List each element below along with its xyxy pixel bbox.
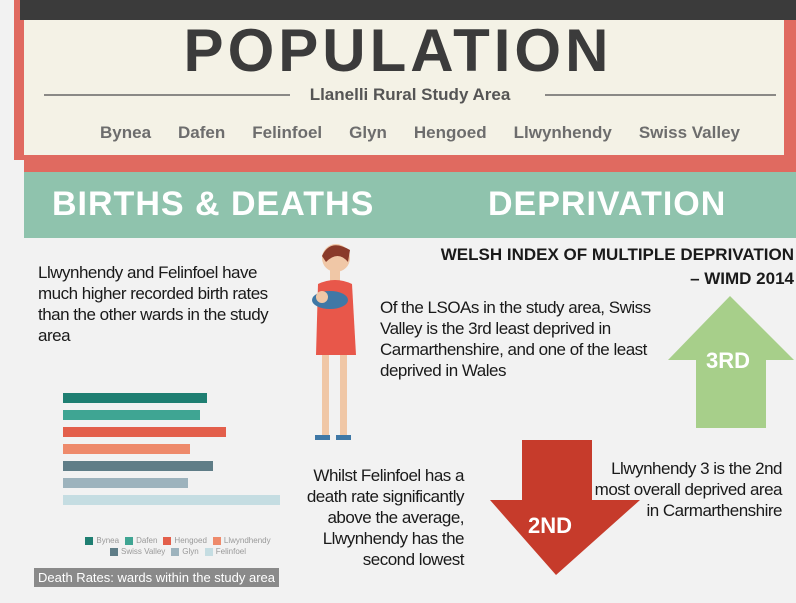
legend-item: Glyn [171, 547, 198, 556]
ward-name: Dafen [178, 123, 225, 143]
legend-label: Hengoed [174, 536, 206, 545]
legend-swatch [85, 537, 93, 545]
ward-name: Glyn [349, 123, 387, 143]
legend-label: Dafen [136, 536, 157, 545]
wimd-heading: WELSH INDEX OF MULTIPLE DEPRIVATION – WI… [370, 243, 794, 291]
legend-item: Dafen [125, 536, 157, 545]
page-title: POPULATION [0, 16, 796, 85]
ward-name: Bynea [100, 123, 151, 143]
deaths-text: Whilst Felinfoel has a death rate signif… [280, 465, 464, 570]
subtitle: Llanelli Rural Study Area [0, 85, 796, 105]
ward-name: Hengoed [414, 123, 487, 143]
legend-item: Felinfoel [205, 547, 246, 556]
swiss-text: Of the LSOAs in the study area, Swiss Va… [380, 297, 670, 381]
legend-swatch [125, 537, 133, 545]
infographic: POPULATION Llanelli Rural Study Area Byn… [0, 0, 796, 603]
legend-swatch [213, 537, 221, 545]
bar [63, 393, 207, 403]
bar [63, 478, 188, 488]
bar [63, 495, 280, 505]
births-text: Llwynhendy and Felinfoel have much highe… [38, 262, 300, 346]
legend-label: Bynea [96, 536, 119, 545]
bar [63, 444, 190, 454]
bar [63, 427, 226, 437]
bar [63, 410, 200, 420]
legend-swatch [163, 537, 171, 545]
ward-name: Llwynhendy [514, 123, 612, 143]
legend-label: Glyn [182, 547, 198, 556]
chart-caption: Death Rates: wards within the study area [34, 568, 279, 587]
bar [63, 461, 213, 471]
rank-label: 2ND [528, 513, 572, 539]
legend-item: Swiss Valley [110, 547, 165, 556]
legend-item: Llwyndhendy [213, 536, 271, 545]
section-title: BIRTHS & DEATHS [52, 185, 374, 224]
legend-swatch [171, 548, 179, 556]
legend-swatch [110, 548, 118, 556]
ward-list: Bynea Dafen Felinfoel Glyn Hengoed Llwynhendy… [100, 123, 740, 143]
section-title: DEPRIVATION [488, 185, 726, 224]
legend-label: Llwyndhendy [224, 536, 271, 545]
ward-name: Felinfoel [252, 123, 322, 143]
heading: WELSH INDEX OF MULTIPLE DEPRIVATION [370, 243, 794, 267]
legend-item: Hengoed [163, 536, 206, 545]
legend-label: Felinfoel [216, 547, 246, 556]
llwynhendy-text: Llwynhendy 3 is the 2nd most overall dep… [592, 458, 782, 521]
rank-label: 3RD [706, 348, 750, 374]
legend: Bynea Dafen Hengoed Llwyndhendy Swiss Valley… [60, 536, 296, 556]
ward-name: Swiss Valley [639, 123, 740, 143]
legend-swatch [205, 548, 213, 556]
legend-label: Swiss Valley [121, 547, 165, 556]
legend-item: Bynea [85, 536, 119, 545]
red-band [24, 160, 796, 172]
subheading: – WIMD 2014 [370, 267, 794, 291]
